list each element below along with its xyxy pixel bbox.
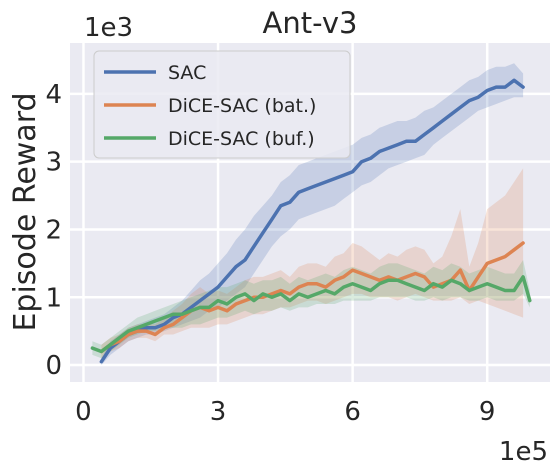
x-tick-label: 3 bbox=[210, 397, 227, 427]
y-multiplier-label: 1e3 bbox=[84, 13, 133, 43]
x-tick-label: 9 bbox=[479, 397, 496, 427]
x-tick-label: 0 bbox=[75, 397, 92, 427]
y-axis-title: Episode Reward bbox=[8, 92, 43, 331]
legend-label-3: DiCE-SAC (buf.) bbox=[168, 128, 315, 150]
x-tick-labels: 0 3 6 9 bbox=[75, 397, 495, 427]
y-tick-label: 0 bbox=[45, 351, 62, 381]
y-tick-label: 1 bbox=[45, 283, 62, 313]
legend-items: SAC DiCE-SAC (bat.) DiCE-SAC (buf.) bbox=[104, 62, 316, 150]
y-tick-label: 3 bbox=[45, 148, 62, 178]
band-series-3 bbox=[92, 260, 530, 359]
legend-box bbox=[93, 50, 351, 159]
x-multiplier-label: 1e5 bbox=[499, 437, 548, 467]
line-series-2 bbox=[99, 241, 525, 354]
x-tick-label: 6 bbox=[344, 397, 361, 427]
y-tick-labels: 0 1 2 3 4 bbox=[45, 80, 62, 381]
line-series-1 bbox=[99, 78, 525, 364]
y-tick-label: 4 bbox=[45, 80, 62, 110]
chart-title: Ant-v3 bbox=[263, 6, 358, 40]
legend-label-2: DiCE-SAC (bat.) bbox=[168, 95, 316, 117]
legend-label-1: SAC bbox=[168, 62, 206, 84]
series-lines bbox=[90, 78, 532, 364]
line-series-3 bbox=[90, 275, 532, 354]
y-tick-label: 2 bbox=[45, 215, 62, 245]
legend: SAC DiCE-SAC (bat.) DiCE-SAC (buf.) bbox=[93, 50, 351, 159]
